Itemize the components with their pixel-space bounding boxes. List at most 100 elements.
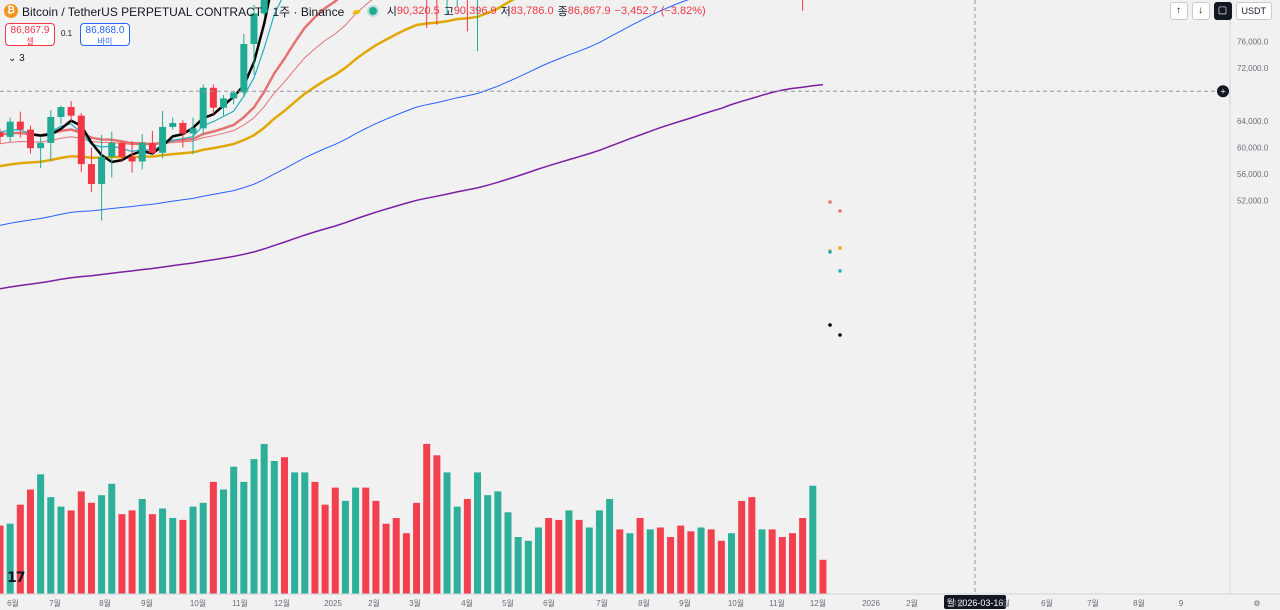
ma-salmon-line	[0, 0, 339, 146]
time-tick-label: 3월	[409, 598, 421, 608]
volume-bar	[362, 487, 370, 594]
indicators-toggle[interactable]: ⌄ 3	[8, 53, 25, 64]
candle-body	[118, 142, 126, 157]
time-tick-label: 6월	[7, 598, 19, 608]
volume-bar	[758, 529, 766, 594]
fullscreen-icon[interactable]: ▢	[1213, 2, 1232, 20]
plus-icon: +	[1220, 87, 1225, 97]
volume-bar	[189, 506, 197, 594]
volume-bar	[77, 491, 85, 594]
candle-body	[98, 156, 106, 185]
low-value: 83,786.0	[510, 5, 554, 17]
volume-bar	[402, 533, 410, 594]
volume-bar	[799, 518, 807, 594]
time-tick-label: 9월	[679, 598, 691, 608]
time-tick-label: 7월	[596, 598, 608, 608]
volume-bar	[179, 519, 187, 594]
candle-body	[67, 107, 75, 116]
sell-label: 셀	[26, 37, 34, 46]
volume-bar	[209, 481, 217, 594]
volume-bar	[392, 518, 400, 594]
price-tick-label: 72,000.0	[1237, 64, 1269, 73]
candle-body	[57, 107, 65, 117]
volume-bar	[301, 472, 309, 594]
volume-bar	[595, 510, 603, 594]
candle-body	[159, 126, 167, 153]
candle-body	[189, 128, 197, 134]
volume-bar	[809, 485, 817, 594]
sell-button[interactable]: 86,867.9 셀	[5, 23, 55, 46]
candle-body	[37, 142, 45, 149]
volume-bar	[148, 514, 156, 594]
candle-body	[108, 142, 116, 157]
time-tick-label: 5월	[502, 598, 514, 608]
buy-price: 86,868.0	[85, 25, 125, 36]
volume-bar	[230, 466, 238, 594]
low-label: 저	[500, 6, 511, 18]
time-tick-label: 2026	[862, 599, 880, 608]
volume-bar	[16, 504, 24, 594]
symbol-title[interactable]: Bitcoin / TetherUS PERPETUAL CONTRACT · …	[22, 4, 345, 19]
volume-bar	[555, 519, 563, 594]
candle-body	[0, 132, 4, 137]
volume-bar	[606, 499, 614, 594]
arrow-up-icon[interactable]: ↑	[1169, 2, 1188, 20]
buy-button[interactable]: 86,868.0 바이	[80, 23, 130, 46]
ma-projection-dot	[838, 333, 842, 337]
volume-bar	[159, 508, 167, 594]
ma-projection-dot	[828, 200, 832, 204]
volume-bar	[341, 500, 349, 594]
ma-projection-dot	[838, 269, 842, 273]
volume-bar	[575, 519, 583, 594]
volume-bar	[26, 489, 34, 594]
time-tick-label: 9	[1179, 599, 1184, 608]
volume-bar	[270, 461, 278, 594]
volume-bar	[108, 483, 116, 594]
close-value: 86,867.9	[567, 5, 611, 17]
volume-bar	[728, 533, 736, 594]
volume-bar	[311, 481, 319, 594]
volume-bar	[697, 527, 705, 594]
market-open-icon	[368, 7, 377, 15]
time-tick-label: 7월	[1087, 598, 1099, 608]
close-label: 종	[557, 6, 568, 18]
price-tick-label: 76,000.0	[1237, 37, 1269, 46]
time-tick-label: 10월	[728, 598, 744, 608]
volume-bar	[738, 500, 746, 594]
volume-bar	[585, 527, 593, 594]
volume-bar	[626, 533, 634, 594]
volume-bar	[524, 540, 532, 594]
volume-bar	[819, 559, 827, 594]
time-tick-label: 11월	[769, 598, 785, 608]
volume-bar	[280, 457, 288, 594]
candle-body	[87, 164, 95, 185]
lightning-icon[interactable]: ▰	[352, 5, 361, 18]
crosshair-date-text: 월 2026-03-16	[947, 597, 1004, 608]
volume-bar	[667, 537, 675, 594]
volume-bar	[199, 502, 207, 594]
volume-bar	[707, 529, 715, 594]
currency-select[interactable]: USDT	[1235, 2, 1272, 20]
volume-bar	[636, 518, 644, 594]
volume-bar	[67, 510, 75, 594]
ma-projection-dot	[838, 246, 842, 250]
symbol-legend: ₿ Bitcoin / TetherUS PERPETUAL CONTRACT …	[0, 0, 706, 22]
volume-bar	[717, 540, 725, 594]
time-tick-label: 2월	[906, 598, 918, 608]
ma-gold-line	[0, 0, 515, 168]
volume-bar	[453, 506, 461, 594]
open-label: 시	[386, 6, 397, 18]
volume-bar	[616, 529, 624, 594]
candle-body	[199, 87, 207, 129]
volume-bar	[433, 455, 441, 594]
time-tick-label: 2025	[324, 599, 342, 608]
volume-bar	[331, 487, 339, 594]
candle-body	[260, 0, 268, 14]
volume-bar	[423, 443, 431, 594]
settings-gear-icon: ⚙	[1253, 599, 1260, 608]
price-axis-bg	[1230, 0, 1280, 594]
volume-bar	[646, 529, 654, 594]
arrow-down-icon[interactable]: ↓	[1191, 2, 1210, 20]
volume-bar	[677, 525, 685, 594]
